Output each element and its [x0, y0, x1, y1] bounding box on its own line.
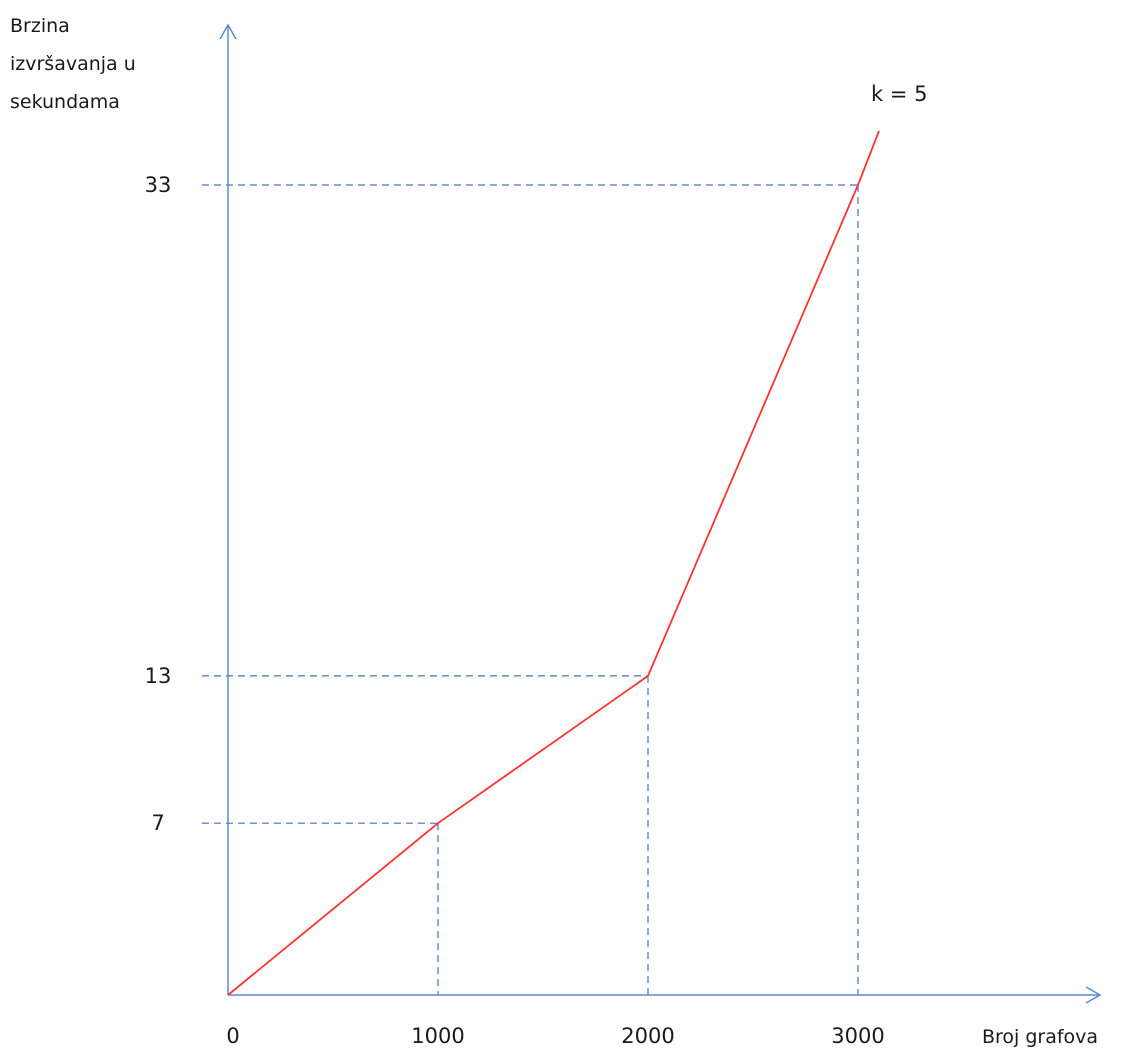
x-tick-label: 1000: [411, 1024, 464, 1048]
y-axis-title-line: izvršavanja u: [10, 53, 136, 75]
y-tick-label: 13: [145, 664, 172, 688]
x-tick-label: 0: [226, 1024, 239, 1048]
y-tick-label: 7: [151, 811, 164, 835]
x-axis-title: Broj grafova: [982, 1026, 1098, 1048]
y-tick-label: 33: [145, 173, 172, 197]
x-tick-label: 3000: [831, 1024, 884, 1048]
labels-layer: k = 5 0 1000 2000 3000 7 13 33 Broj grafova Brzin…: [10, 15, 1098, 1048]
series-line: [227, 130, 880, 996]
y-axis-arrow-icon: [219, 23, 237, 40]
y-axis-title-line: sekundama: [10, 91, 120, 113]
series-label: k = 5: [871, 82, 927, 106]
guide-lines: [202, 184, 859, 995]
x-tick-label: 2000: [621, 1024, 674, 1048]
axes: [219, 23, 1102, 1004]
y-axis-title-line: Brzina: [10, 15, 70, 37]
x-axis-arrow-icon: [1085, 986, 1102, 1004]
series-layer: [227, 130, 880, 996]
